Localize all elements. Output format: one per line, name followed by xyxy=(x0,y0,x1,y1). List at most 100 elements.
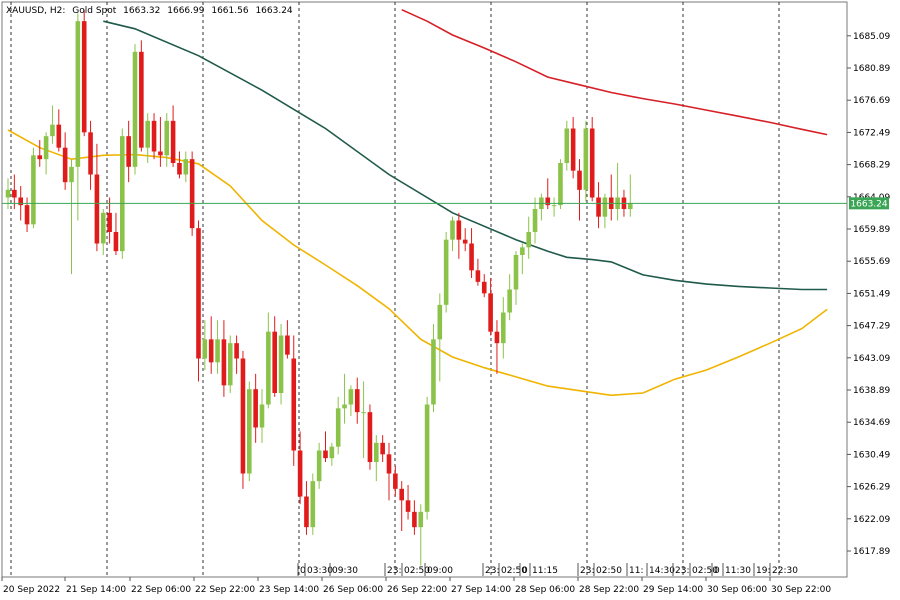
candle-body xyxy=(31,155,36,225)
candle xyxy=(316,442,322,489)
event-label: 09:00 xyxy=(427,566,453,576)
candle xyxy=(494,320,500,374)
candle xyxy=(272,316,277,397)
candle xyxy=(297,431,303,505)
event-label: 22:30 xyxy=(772,566,798,576)
candle-body xyxy=(5,189,11,198)
candle-body xyxy=(24,205,30,225)
candle xyxy=(291,335,297,466)
candle xyxy=(139,40,144,152)
chart-header: XAUUSD, H2: Gold Spot 1663.32 1666.99 16… xyxy=(6,6,293,16)
candle xyxy=(94,143,100,252)
candle-body xyxy=(215,339,220,363)
candle-body xyxy=(475,270,481,282)
candle xyxy=(583,120,589,202)
candle xyxy=(507,274,512,321)
candle-body xyxy=(418,511,424,528)
candle xyxy=(126,120,131,183)
candle xyxy=(227,335,233,393)
candle-body xyxy=(380,442,385,455)
candle-body xyxy=(297,450,303,497)
event-label: 11:30 xyxy=(725,566,751,576)
candle xyxy=(107,197,112,244)
candle xyxy=(56,109,62,152)
event-label: 23: xyxy=(675,566,689,576)
candle-body xyxy=(12,189,17,198)
open-value: 1663.32 xyxy=(123,6,160,16)
candle-body xyxy=(126,136,131,167)
candle-body xyxy=(259,404,265,428)
candle xyxy=(215,320,220,374)
event-label: 23: xyxy=(485,566,499,576)
candle-body xyxy=(202,339,208,359)
candle-body xyxy=(494,331,500,344)
price-tag: 1663.24 xyxy=(849,197,889,210)
candle-body xyxy=(431,339,436,405)
candle xyxy=(253,373,258,443)
description-label: Gold Spot xyxy=(72,6,116,16)
x-axis: 20 Sep 2022 21 Sep 14:00 22 Sep 06:00 22 Se… xyxy=(1,577,831,595)
candle xyxy=(266,312,271,409)
y-tick-label: 1626.29 xyxy=(853,483,890,493)
candle-body xyxy=(405,500,411,512)
candle xyxy=(247,381,252,482)
candle-body xyxy=(139,51,144,148)
y-tick-label: 1630.49 xyxy=(853,450,890,460)
x-tick-label: 27 Sep 14:00 xyxy=(451,585,511,595)
candle-body xyxy=(520,247,525,255)
candle xyxy=(628,174,633,217)
candle xyxy=(405,485,411,520)
candle-body xyxy=(316,450,322,482)
candle xyxy=(462,228,468,252)
candle xyxy=(37,140,43,167)
candle xyxy=(424,396,430,520)
event-label: 02:50 xyxy=(501,566,527,576)
candle-body xyxy=(488,293,493,332)
symbol-label: XAUUSD, H2: xyxy=(6,6,65,16)
candle-body xyxy=(120,136,125,252)
x-tick-label: 21 Sep 14:00 xyxy=(66,585,126,595)
y-tick-label: 1643.09 xyxy=(853,354,890,364)
candle xyxy=(208,316,214,374)
candle xyxy=(558,159,563,209)
candle xyxy=(456,212,462,259)
candle-body xyxy=(100,212,106,244)
plot-area xyxy=(1,1,848,578)
y-tick-label: 1647.29 xyxy=(853,322,890,332)
candle-body xyxy=(589,128,595,198)
candle xyxy=(348,385,354,416)
candle-body xyxy=(196,228,201,359)
candle xyxy=(386,442,392,501)
candle xyxy=(532,197,538,244)
candle-body xyxy=(164,120,170,156)
x-tick-label: 28 Sep 22:00 xyxy=(579,585,639,595)
candle-body xyxy=(564,128,570,163)
x-tick-label: 30 Sep 06:00 xyxy=(707,585,767,595)
candle xyxy=(431,324,436,413)
candle xyxy=(62,132,68,190)
candles xyxy=(5,9,633,566)
y-axis: 1685.091680.891676.691672.491668.291664.… xyxy=(847,32,890,557)
candle-body xyxy=(285,335,290,355)
candle-body xyxy=(329,446,335,459)
candle-body xyxy=(50,124,55,137)
y-tick-label: 1655.69 xyxy=(853,257,890,267)
candle xyxy=(342,373,347,424)
candle-body xyxy=(247,389,252,474)
candle xyxy=(367,404,373,470)
event-label: 02:50 xyxy=(692,566,718,576)
candle-body xyxy=(94,174,100,244)
high-value: 1666.99 xyxy=(167,6,204,16)
event-label: 02:50 xyxy=(404,566,430,576)
candle xyxy=(399,481,404,531)
price-tag-background xyxy=(849,197,889,210)
candle xyxy=(221,320,227,397)
x-tick-label: 23 Sep 14:00 xyxy=(259,585,319,595)
candle xyxy=(164,113,170,167)
candle-body xyxy=(462,239,468,244)
candle-body xyxy=(412,511,417,528)
candle xyxy=(170,105,176,167)
candle-body xyxy=(291,358,297,451)
